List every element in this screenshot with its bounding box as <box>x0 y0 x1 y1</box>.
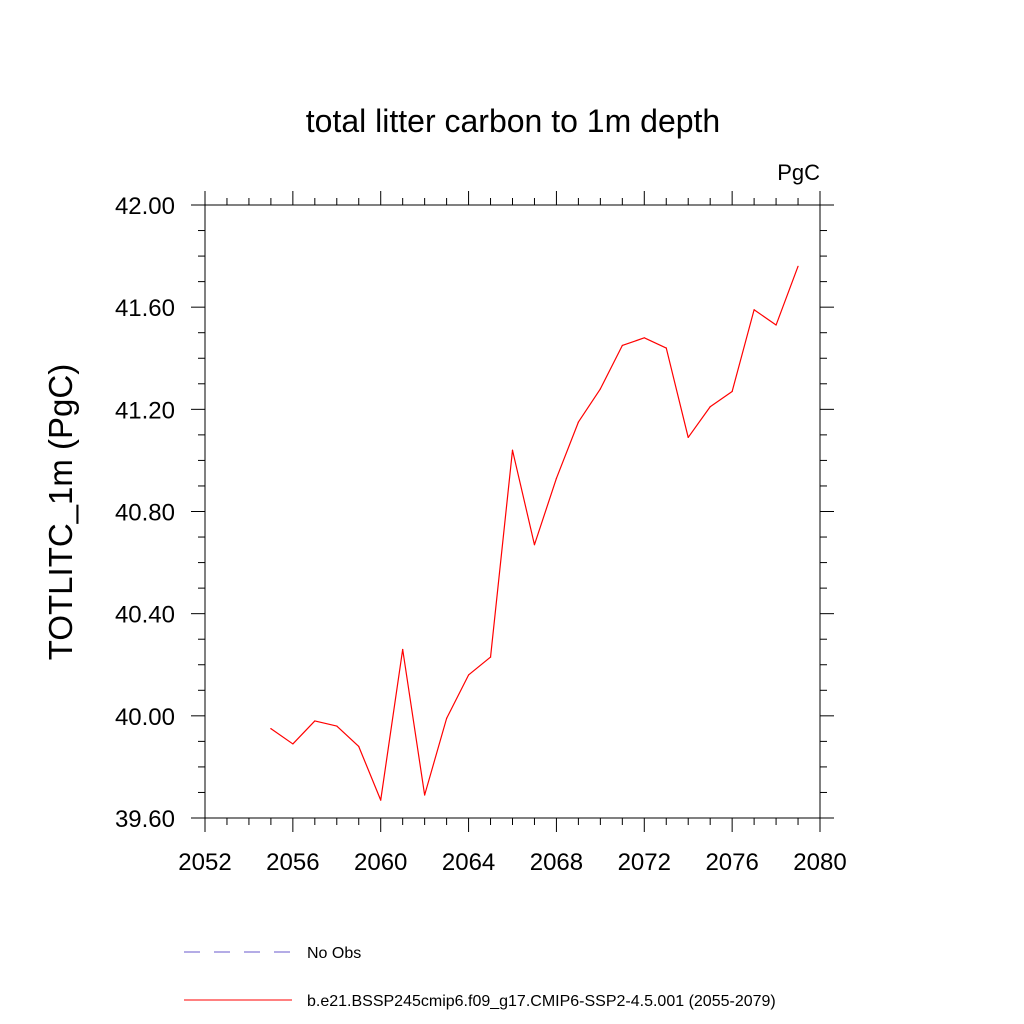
data-point <box>665 347 667 349</box>
axis-ticks <box>191 191 834 832</box>
x-tick-label: 2076 <box>705 849 758 876</box>
data-point <box>709 406 711 408</box>
plot-border <box>204 204 821 819</box>
data-point <box>577 421 579 423</box>
data-point <box>599 388 601 390</box>
data-point <box>753 309 755 311</box>
data-point <box>555 477 558 479</box>
plot-frame <box>204 204 821 819</box>
data-point <box>511 449 514 451</box>
legend-label: b.e21.BSSP245cmip6.f09_g17.CMIP6-SSP2-4.… <box>307 993 776 1010</box>
x-tick-label: 2056 <box>266 849 319 876</box>
y-axis-label: TOTLITC_1m (PgC) <box>42 364 79 660</box>
x-tick-label: 2072 <box>618 849 671 876</box>
data-point <box>314 720 316 722</box>
data-point <box>489 656 492 658</box>
y-tick-label: 40.40 <box>115 602 175 629</box>
x-tick-label: 2080 <box>793 849 846 876</box>
axis-tick-labels: 2052 2056 2060 2064 2068 2072 2076 2080 39.60 40.… <box>115 193 847 876</box>
data-point <box>621 344 623 347</box>
y-tick-label: 39.60 <box>115 806 175 833</box>
y-tick-label: 41.20 <box>115 397 175 424</box>
data-point <box>467 674 470 676</box>
legend: No Obs b.e21.BSSP245cmip6.f09_g17.CMIP6-S… <box>184 945 776 1010</box>
y-tick-label: 42.00 <box>115 193 175 220</box>
data-point <box>424 794 426 796</box>
y-tick-label: 40.00 <box>115 704 175 731</box>
x-tick-label: 2052 <box>178 849 231 876</box>
data-point <box>533 544 536 546</box>
data-point <box>402 648 404 651</box>
y-tick-label: 41.60 <box>115 295 175 322</box>
x-tick-label: 2060 <box>354 849 407 876</box>
data-point <box>797 265 799 267</box>
y-tick-label: 40.80 <box>115 500 175 527</box>
data-point <box>292 743 294 745</box>
chart-title: total litter carbon to 1m depth <box>306 103 720 139</box>
data-point <box>358 745 360 748</box>
data-point <box>687 436 689 439</box>
series-line <box>270 266 799 801</box>
data-series <box>270 265 799 801</box>
data-point <box>446 717 448 719</box>
data-point <box>775 324 777 326</box>
data-point <box>270 728 272 730</box>
units-label: PgC <box>777 160 820 185</box>
data-point <box>731 390 733 393</box>
x-tick-label: 2068 <box>530 849 583 876</box>
data-point <box>643 337 645 339</box>
x-tick-label: 2064 <box>442 849 495 876</box>
data-point <box>336 725 338 727</box>
data-point <box>380 799 382 801</box>
legend-label: No Obs <box>307 945 361 962</box>
